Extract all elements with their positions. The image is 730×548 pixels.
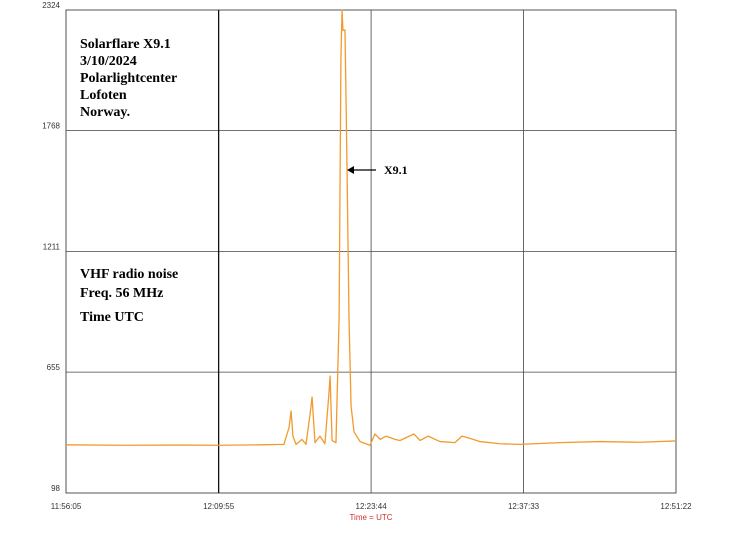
annotation: Freq. 56 MHz xyxy=(80,286,163,301)
line-layer xyxy=(65,9,677,446)
y-tick-label: 655 xyxy=(47,363,61,372)
y-tick-label: 2324 xyxy=(42,1,60,10)
annotation: Time UTC xyxy=(80,310,144,325)
x-tick-label: 12:09:55 xyxy=(203,502,235,511)
arrow-head xyxy=(347,166,354,174)
annotation: Solarflare X9.1 xyxy=(80,37,171,52)
x-axis-label: Time = UTC xyxy=(349,513,392,522)
x-tick-label: 11:56:05 xyxy=(51,502,82,511)
x-tick-label: 12:51:22 xyxy=(660,502,692,511)
x-tick-label: 12:23:44 xyxy=(356,502,388,511)
annotation: VHF radio noise xyxy=(80,267,178,282)
y-tick-label: 1768 xyxy=(42,122,60,131)
arrow-label: X9.1 xyxy=(384,163,408,177)
data-line xyxy=(65,9,677,446)
y-tick-label: 1211 xyxy=(43,243,61,252)
annotation: Lofoten xyxy=(80,88,127,103)
annotation: Polarlightcenter xyxy=(80,71,177,86)
annotation: 3/10/2024 xyxy=(80,54,137,69)
annotation: Norway. xyxy=(80,105,130,120)
grid xyxy=(65,9,677,494)
x-tick-label: 12:37:33 xyxy=(508,502,540,511)
y-tick-label: 98 xyxy=(51,484,60,493)
